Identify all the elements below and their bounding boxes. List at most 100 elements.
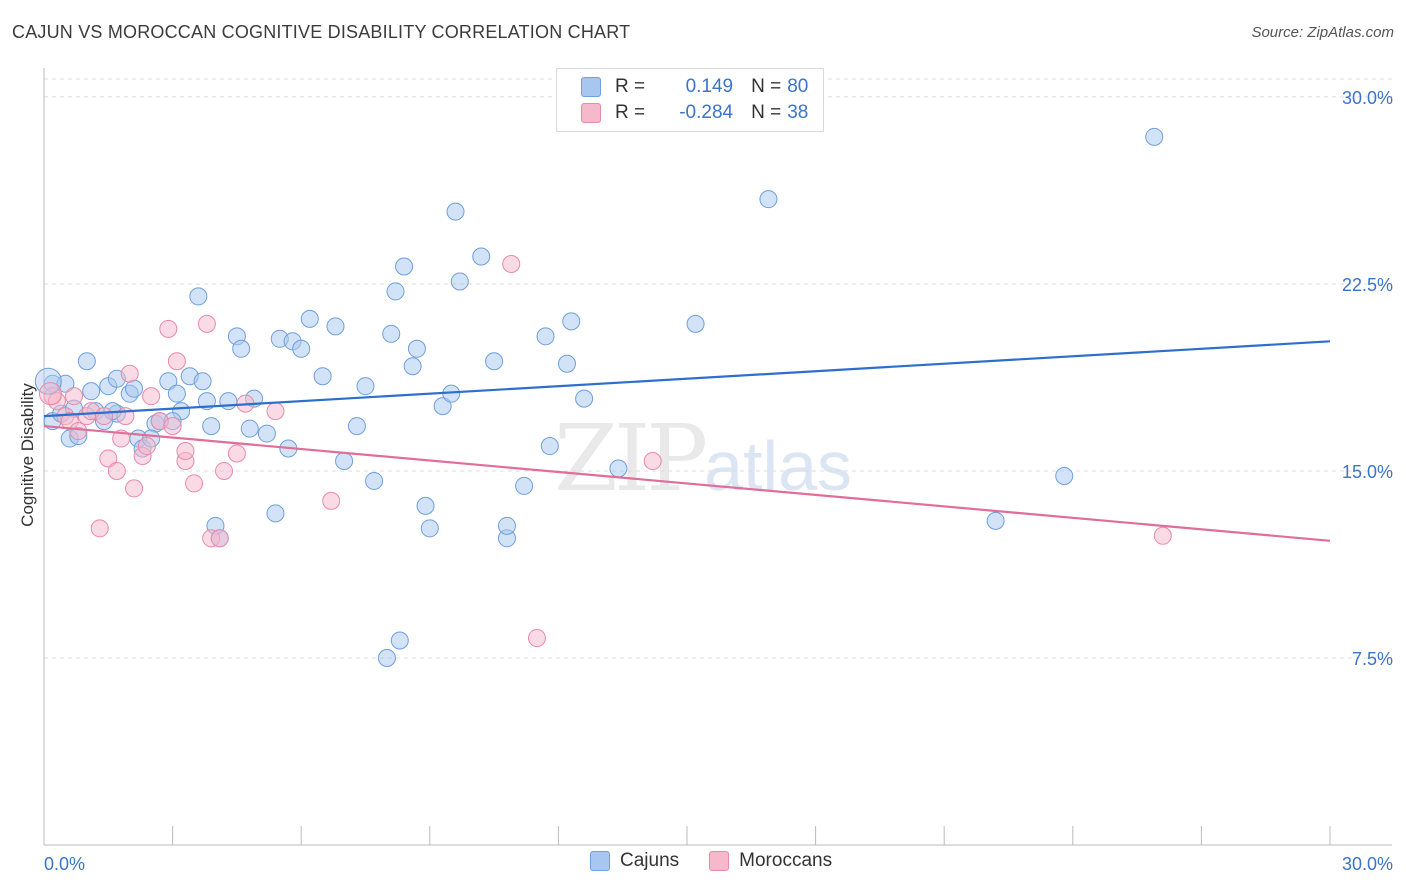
legend-row-cajuns: R = 0.149 N = 80: [581, 74, 808, 100]
cajun-point: [326, 317, 345, 336]
grid-lines: [44, 78, 1392, 659]
cajun-point: [515, 476, 534, 495]
moroccan-point: [125, 479, 144, 498]
legend-swatch-cajuns: [590, 851, 610, 871]
moroccan-point-cluster: [38, 382, 62, 406]
cajun-point: [575, 389, 594, 408]
legend-swatch-moroccans: [581, 103, 601, 123]
moroccan-point: [167, 352, 186, 371]
cajun-point: [433, 397, 452, 416]
watermark-zip: ZIP: [554, 405, 708, 512]
moroccan-point: [322, 491, 341, 510]
y-tick-label: 22.5%: [1342, 275, 1393, 295]
y-tick-label: 15.0%: [1342, 462, 1393, 482]
moroccan-point: [185, 474, 204, 493]
y-axis-label: Cognitive Disability: [18, 383, 37, 527]
cajun-point: [497, 516, 516, 535]
cajun-point: [403, 357, 422, 376]
moroccan-point: [163, 417, 182, 436]
cajun-point: [986, 511, 1005, 530]
r-value: -0.284: [679, 102, 734, 123]
cajun-point: [266, 504, 285, 523]
moroccan-point: [142, 387, 161, 406]
cajun-point: [759, 190, 778, 209]
moroccan-trend-line: [43, 424, 1331, 542]
moroccan-point: [197, 314, 216, 333]
watermark: ZIPatlas: [554, 405, 852, 512]
moroccan-point: [502, 255, 521, 274]
moroccan-point: [69, 422, 88, 441]
cajun-point: [540, 437, 559, 456]
cajun-point: [1055, 466, 1074, 485]
chart-title: CAJUN VS MOROCCAN COGNITIVE DISABILITY C…: [12, 22, 631, 42]
n-value: 80: [787, 76, 809, 97]
moroccan-point: [120, 364, 139, 383]
x-tick-label-max: 30.0%: [1342, 854, 1393, 874]
moroccan-point: [1153, 526, 1172, 545]
series-legend: Cajuns Moroccans: [590, 850, 862, 872]
cajun-point: [347, 417, 366, 436]
y-tick-label: 30.0%: [1342, 88, 1393, 108]
cajun-point: [313, 367, 332, 386]
cajun-point: [292, 339, 311, 358]
moroccan-point: [137, 437, 156, 456]
legend-item-moroccans[interactable]: Moroccans: [709, 850, 832, 872]
cajun-point: [407, 339, 426, 358]
legend-label-cajuns: Cajuns: [620, 850, 680, 871]
legend-label-moroccans: Moroccans: [739, 850, 833, 871]
moroccan-point: [159, 319, 178, 338]
cajun-point: [189, 287, 208, 306]
cajun-point: [386, 282, 405, 301]
stats-legend: R = 0.149 N = 80 R = -0.284 N = 38: [556, 68, 824, 132]
cajun-point: [420, 519, 439, 538]
cajun-point: [167, 384, 186, 403]
moroccan-point: [65, 387, 84, 406]
cajun-point: [232, 339, 251, 358]
data-points: [34, 127, 1172, 667]
cajun-point: [257, 424, 276, 443]
moroccan-point: [90, 519, 109, 538]
cajun-point: [356, 377, 375, 396]
cajun-point: [609, 459, 628, 478]
n-label: N =: [751, 76, 782, 97]
cajun-point: [335, 451, 354, 470]
n-label: N =: [751, 102, 782, 123]
r-label: R =: [615, 76, 646, 97]
cajun-point: [377, 648, 396, 667]
cajun-point: [240, 419, 259, 438]
cajun-point: [485, 352, 504, 371]
cajun-point: [562, 312, 581, 331]
cajun-trend-line: [43, 340, 1331, 418]
x-tick-label-min: 0.0%: [44, 854, 85, 874]
moroccan-point: [95, 407, 114, 426]
moroccan-point: [215, 461, 234, 480]
cajun-point-cluster: [34, 367, 62, 395]
moroccan-point: [266, 402, 285, 421]
moroccan-point: [227, 444, 246, 463]
cajun-point: [395, 257, 414, 276]
cajun-point: [416, 496, 435, 515]
cajun-point: [557, 354, 576, 373]
legend-swatch-cajuns: [581, 77, 601, 97]
cajun-point: [365, 471, 384, 490]
cajun-point: [472, 247, 491, 266]
cajun-point: [82, 382, 101, 401]
legend-swatch-moroccans: [709, 851, 730, 871]
legend-row-moroccans: R = -0.284 N = 38: [581, 100, 808, 126]
r-label: R =: [615, 102, 646, 123]
moroccan-point: [210, 529, 229, 548]
cajun-point: [1145, 127, 1164, 146]
cajun-point: [450, 272, 469, 291]
moroccan-point: [643, 451, 662, 470]
r-value: 0.149: [685, 76, 734, 97]
legend-item-cajuns[interactable]: Cajuns: [590, 850, 679, 872]
cajun-point: [219, 392, 238, 411]
moroccan-point: [176, 442, 195, 461]
n-value: 38: [787, 102, 809, 123]
cajun-point: [193, 372, 212, 391]
y-tick-label: 7.5%: [1352, 649, 1393, 669]
axes: [43, 68, 1392, 846]
cajun-point: [536, 327, 555, 346]
cajun-point: [382, 324, 401, 343]
